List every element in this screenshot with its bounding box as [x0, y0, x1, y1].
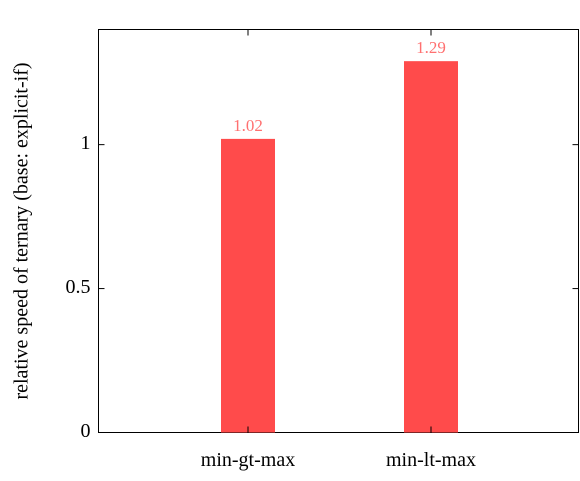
x-ticks-group: min-gt-max min-lt-max	[201, 29, 476, 471]
data-label-min-lt-max: 1.29	[416, 38, 446, 57]
y-ticks-group: 00.51	[66, 132, 579, 442]
y-axis-title: relative speed of ternary (base: explici…	[11, 62, 33, 399]
data-label-min-gt-max: 1.02	[233, 116, 263, 135]
y-tick-label: 0	[81, 420, 91, 442]
plot-frame	[98, 29, 579, 433]
bars-group: 1.02 1.29	[221, 38, 458, 433]
y-tick-label: 0.5	[66, 276, 91, 298]
bar-min-gt-max	[221, 138, 275, 433]
y-tick-label: 1	[81, 132, 91, 154]
x-category-label: min-gt-max	[201, 449, 295, 471]
x-category-label: min-lt-max	[386, 449, 476, 471]
bar-min-lt-max	[404, 61, 458, 433]
